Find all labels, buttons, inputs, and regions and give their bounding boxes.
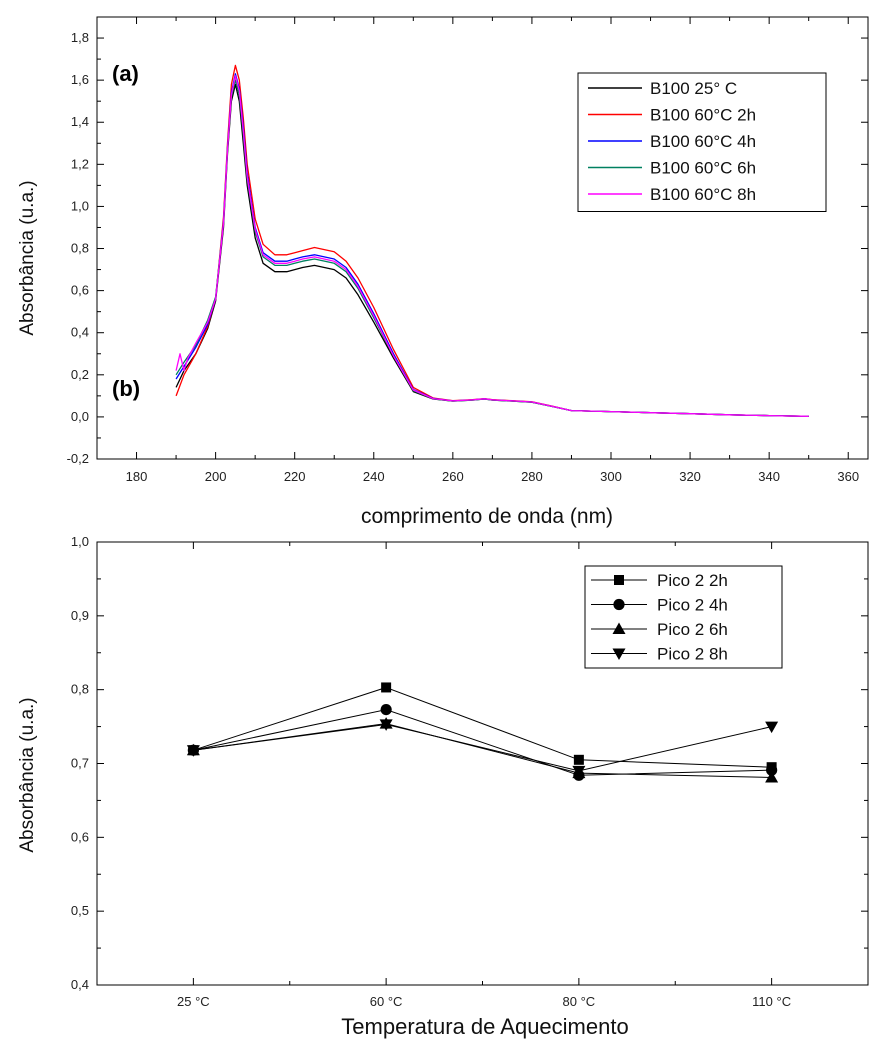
- peak-point-square: [573, 754, 584, 765]
- peak-y-tick-label: 0,8: [71, 682, 89, 697]
- spectra-legend: B100 25° C B100 60°C 2h B100 60°C 4h B100 6…: [577, 72, 827, 212]
- peak-point-triangle-down: [765, 721, 779, 734]
- spectra-chart: 180 200 220 240 260 280 300 320 340 360 -0,2 0,0 0,2…: [17, 16, 869, 528]
- spectra-axis-ticks: 180 200 220 240 260 280 300 320 340 360 -0,2 0,0 0,2…: [67, 17, 868, 484]
- peak-x-tick-label: 25 °C: [177, 994, 210, 1009]
- spectra-legend-label: B100 60°C 6h: [650, 159, 756, 178]
- spectra-y-tick-label: 1,6: [71, 72, 89, 87]
- spectra-x-tick-label: 220: [284, 469, 306, 484]
- peak-y-tick-label: 0,9: [71, 608, 89, 623]
- panel-label-b: (b): [112, 376, 140, 401]
- spectra-x-tick-label: 240: [363, 469, 385, 484]
- peak-chart: 25 °C 60 °C 80 °C 110 °C 0,4 0,5 0,6 0,7 0,8 0,9 1…: [17, 534, 869, 1039]
- spectra-x-tick-label: 200: [205, 469, 227, 484]
- spectra-x-tick-label: 300: [600, 469, 622, 484]
- spectra-y-tick-label: 0,4: [71, 325, 89, 340]
- spectra-series-line-5: [175, 75, 809, 417]
- spectra-y-tick-label: 1,2: [71, 156, 89, 171]
- peak-axis-ticks: 25 °C 60 °C 80 °C 110 °C 0,4 0,5 0,6 0,7 0,8 0,9 1…: [71, 534, 869, 1009]
- spectra-y-tick-label: 0,6: [71, 283, 89, 298]
- peak-y-tick-label: 1,0: [71, 534, 89, 549]
- peak-legend-marker: [612, 648, 626, 660]
- peak-legend-marker: [612, 622, 626, 634]
- peak-x-tick-label: 80 °C: [563, 994, 596, 1009]
- peak-point-triangle-down: [186, 745, 200, 757]
- peak-point-triangle-up: [765, 771, 779, 783]
- spectra-legend-label: B100 25° C: [650, 79, 737, 98]
- spectra-legend-label: B100 60°C 2h: [650, 106, 756, 125]
- peak-series-line-2: [193, 709, 772, 776]
- peak-legend-label: Pico 2 4h: [657, 596, 728, 615]
- spectra-x-tick-label: 340: [758, 469, 780, 484]
- spectra-y-tick-label: -0,2: [67, 451, 89, 466]
- peak-x-tick-label: 60 °C: [370, 994, 403, 1009]
- peak-point-circle: [380, 704, 392, 716]
- peak-legend: Pico 2 2h Pico 2 4h Pico 2 6h Pico 2 8h: [584, 565, 783, 669]
- spectra-y-tick-label: 1,4: [71, 114, 89, 129]
- spectra-y-tick-label: 0,8: [71, 241, 89, 256]
- spectra-y-axis-title: Absorbância (u.a.): [17, 180, 38, 335]
- spectra-legend-box: [577, 72, 827, 212]
- spectra-y-tick-label: 0,0: [71, 409, 89, 424]
- spectra-x-tick-label: 180: [126, 469, 148, 484]
- spectra-y-tick-label: 0,2: [71, 367, 89, 382]
- peak-point-square: [381, 682, 392, 693]
- spectra-y-tick-label: 1,0: [71, 198, 89, 213]
- peak-x-axis-title: Temperatura de Aquecimento: [341, 1014, 628, 1039]
- peak-legend-label: Pico 2 8h: [657, 645, 728, 664]
- spectra-legend-label: B100 60°C 8h: [650, 185, 756, 204]
- spectra-x-axis-title: comprimento de onda (nm): [361, 505, 613, 528]
- peak-legend-marker: [613, 598, 625, 611]
- spectra-series-lines: [175, 64, 809, 417]
- peak-y-tick-label: 0,5: [71, 903, 89, 918]
- peak-x-tick-label: 110 °C: [752, 994, 791, 1009]
- peak-series-line-4: [193, 723, 772, 772]
- peak-y-axis-title: Absorbância (u.a.): [17, 697, 38, 852]
- spectra-y-tick-label: 1,8: [71, 30, 89, 45]
- spectra-x-tick-label: 260: [442, 469, 464, 484]
- peak-legend-marker: [614, 575, 624, 585]
- peak-point-triangle-down: [572, 765, 586, 778]
- spectra-x-tick-label: 280: [521, 469, 543, 484]
- peak-series-line-1: [193, 686, 772, 768]
- peak-y-tick-label: 0,7: [71, 756, 89, 771]
- panel-label-a: (a): [112, 61, 139, 86]
- peak-series-markers: [186, 682, 779, 783]
- peak-legend-label: Pico 2 6h: [657, 620, 728, 639]
- peak-y-tick-label: 0,4: [71, 977, 89, 992]
- peak-point-circle: [766, 764, 778, 776]
- peak-legend-label: Pico 2 2h: [657, 571, 728, 590]
- spectra-plot-frame: [96, 16, 869, 460]
- spectra-x-tick-label: 360: [837, 469, 859, 484]
- peak-point-triangle-down: [379, 719, 393, 731]
- spectra-x-tick-label: 320: [679, 469, 701, 484]
- spectra-legend-label: B100 60°C 4h: [650, 132, 756, 151]
- peak-y-tick-label: 0,6: [71, 829, 89, 844]
- peak-series-lines: [193, 686, 772, 778]
